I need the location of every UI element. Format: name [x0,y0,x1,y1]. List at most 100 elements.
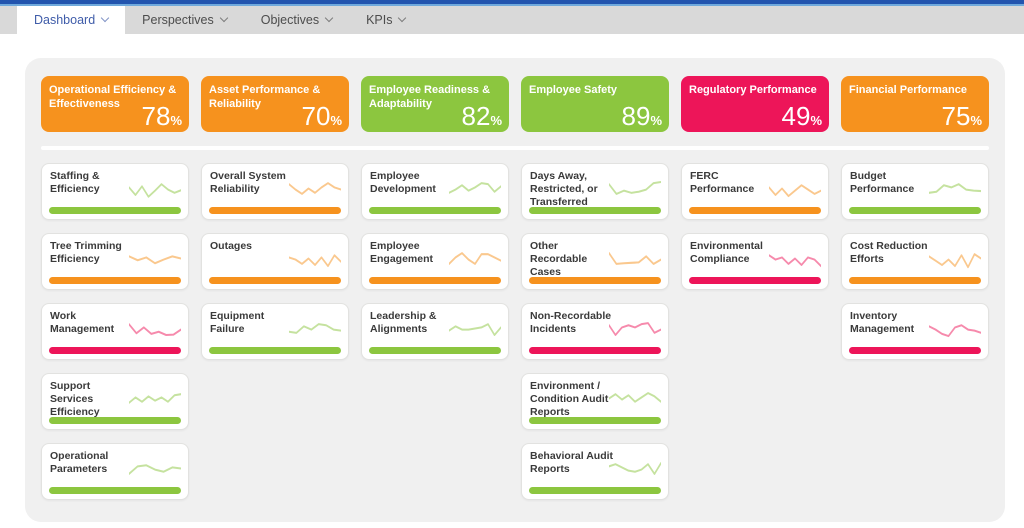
score-card-employee-safety[interactable]: Employee Safety 89% [521,76,669,132]
kpi-card-days-away-restricted-or-transferred[interactable]: Days Away, Restricted, or Transferred [521,163,669,220]
kpi-card-behavioral-audit-reports[interactable]: Behavioral Audit Reports [521,443,669,500]
perspective-score: 78% [142,103,182,129]
score-number: 89 [622,101,651,131]
perspective-title: Regulatory Performance [689,83,821,97]
sparkline-chart [609,455,661,482]
kpi-title: Environmental Compliance [690,240,773,266]
kpi-card-ferc-performance[interactable]: FERC Performance [681,163,829,220]
separator-line [41,146,989,150]
sparkline-chart [769,245,821,272]
chevron-down-icon [219,14,227,22]
sparkline-chart [449,315,501,342]
kpi-card-non-recordable-incidents[interactable]: Non-Recordable Incidents [521,303,669,360]
kpi-card-environment-condition-audit-reports[interactable]: Environment / Condition Audit Reports [521,373,669,430]
kpi-title: Employee Engagement [370,240,453,266]
sparkline-chart [609,315,661,342]
kpi-card-environmental-compliance[interactable]: Environmental Compliance [681,233,829,290]
navbar: Dashboard Perspectives Objectives KPIs [0,6,1024,34]
percent-sign: % [170,113,182,128]
percent-sign: % [490,113,502,128]
kpi-card-cost-reduction-efforts[interactable]: Cost Reduction Efforts [841,233,989,290]
kpi-card-employee-development[interactable]: Employee Development [361,163,509,220]
nav-tab-label: Objectives [261,13,319,27]
score-number: 82 [462,101,491,131]
score-card-regulatory-performance[interactable]: Regulatory Performance 49% [681,76,829,132]
kpi-title: Support Services Efficiency [50,380,133,418]
kpi-column-3: Employee Development Employee Engagement… [361,163,509,360]
nav-tab-label: Dashboard [34,13,95,27]
kpi-column-2: Overall System Reliability Outages Equip… [201,163,349,360]
sparkline-chart [609,175,661,202]
sparkline-chart [449,245,501,272]
score-card-operational-efficiency-effectiveness[interactable]: Operational Efficiency & Effectiveness 7… [41,76,189,132]
kpi-status-bar [689,277,821,284]
score-card-financial-performance[interactable]: Financial Performance 75% [841,76,989,132]
kpi-column-4: Days Away, Restricted, or Transferred Ot… [521,163,669,500]
nav-tab-dashboard[interactable]: Dashboard [17,6,125,34]
kpi-card-support-services-efficiency[interactable]: Support Services Efficiency [41,373,189,430]
score-card-asset-performance-reliability[interactable]: Asset Performance & Reliability 70% [201,76,349,132]
sparkline-chart [289,175,341,202]
kpi-card-equipment-failure[interactable]: Equipment Failure [201,303,349,360]
kpi-title: Other Recordable Cases [530,240,613,278]
sparkline-chart [929,245,981,272]
kpi-card-overall-system-reliability[interactable]: Overall System Reliability [201,163,349,220]
kpi-card-tree-trimming-efficiency[interactable]: Tree Trimming Efficiency [41,233,189,290]
chevron-down-icon [325,14,333,22]
perspective-score: 49% [782,103,822,129]
score-card-employee-readiness-adaptability[interactable]: Employee Readiness & Adaptability 82% [361,76,509,132]
kpi-column-6: Budget Performance Cost Reduction Effort… [841,163,989,360]
sparkline-chart [129,455,181,482]
percent-sign: % [330,113,342,128]
kpi-card-budget-performance[interactable]: Budget Performance [841,163,989,220]
kpi-status-bar [209,277,341,284]
kpi-title: Equipment Failure [210,310,293,336]
sparkline-chart [289,315,341,342]
kpi-title: FERC Performance [690,170,773,196]
kpi-status-bar [209,347,341,354]
sparkline-chart [769,175,821,202]
nav-tab-kpis[interactable]: KPIs [349,6,422,34]
kpi-card-operational-parameters[interactable]: Operational Parameters [41,443,189,500]
sparkline-chart [449,175,501,202]
perspective-score-row: Operational Efficiency & Effectiveness 7… [41,76,989,132]
sparkline-chart [929,315,981,342]
kpi-status-bar [49,347,181,354]
kpi-card-staffing-efficiency[interactable]: Staffing & Efficiency [41,163,189,220]
percent-sign: % [810,113,822,128]
kpi-status-bar [49,487,181,494]
kpi-title: Cost Reduction Efforts [850,240,933,266]
kpi-status-bar [49,277,181,284]
kpi-card-leadership-alignments[interactable]: Leadership & Alignments [361,303,509,360]
kpi-card-employee-engagement[interactable]: Employee Engagement [361,233,509,290]
kpi-column-5: FERC Performance Environmental Complianc… [681,163,829,290]
sparkline-chart [129,315,181,342]
kpi-title: Behavioral Audit Reports [530,450,613,476]
kpi-status-bar [849,207,981,214]
sparkline-chart [129,385,181,412]
kpi-title: Outages [210,240,293,253]
kpi-status-bar [849,347,981,354]
sparkline-chart [129,175,181,202]
kpi-status-bar [689,207,821,214]
kpi-card-outages[interactable]: Outages [201,233,349,290]
kpi-status-bar [529,347,661,354]
kpi-card-inventory-management[interactable]: Inventory Management [841,303,989,360]
perspective-score: 82% [462,103,502,129]
kpi-card-other-recordable-cases[interactable]: Other Recordable Cases [521,233,669,290]
kpi-status-bar [49,417,181,424]
perspective-title: Employee Safety [529,83,661,97]
kpi-title: Inventory Management [850,310,933,336]
sparkline-chart [289,245,341,272]
kpi-status-bar [529,417,661,424]
kpi-title: Tree Trimming Efficiency [50,240,133,266]
nav-tab-objectives[interactable]: Objectives [244,6,349,34]
nav-tab-perspectives[interactable]: Perspectives [125,6,244,34]
kpi-title: Overall System Reliability [210,170,293,196]
percent-sign: % [970,113,982,128]
perspective-score: 70% [302,103,342,129]
kpi-status-bar [369,277,501,284]
kpi-grid: Staffing & Efficiency Tree Trimming Effi… [41,163,989,500]
kpi-card-work-management[interactable]: Work Management [41,303,189,360]
kpi-status-bar [529,487,661,494]
